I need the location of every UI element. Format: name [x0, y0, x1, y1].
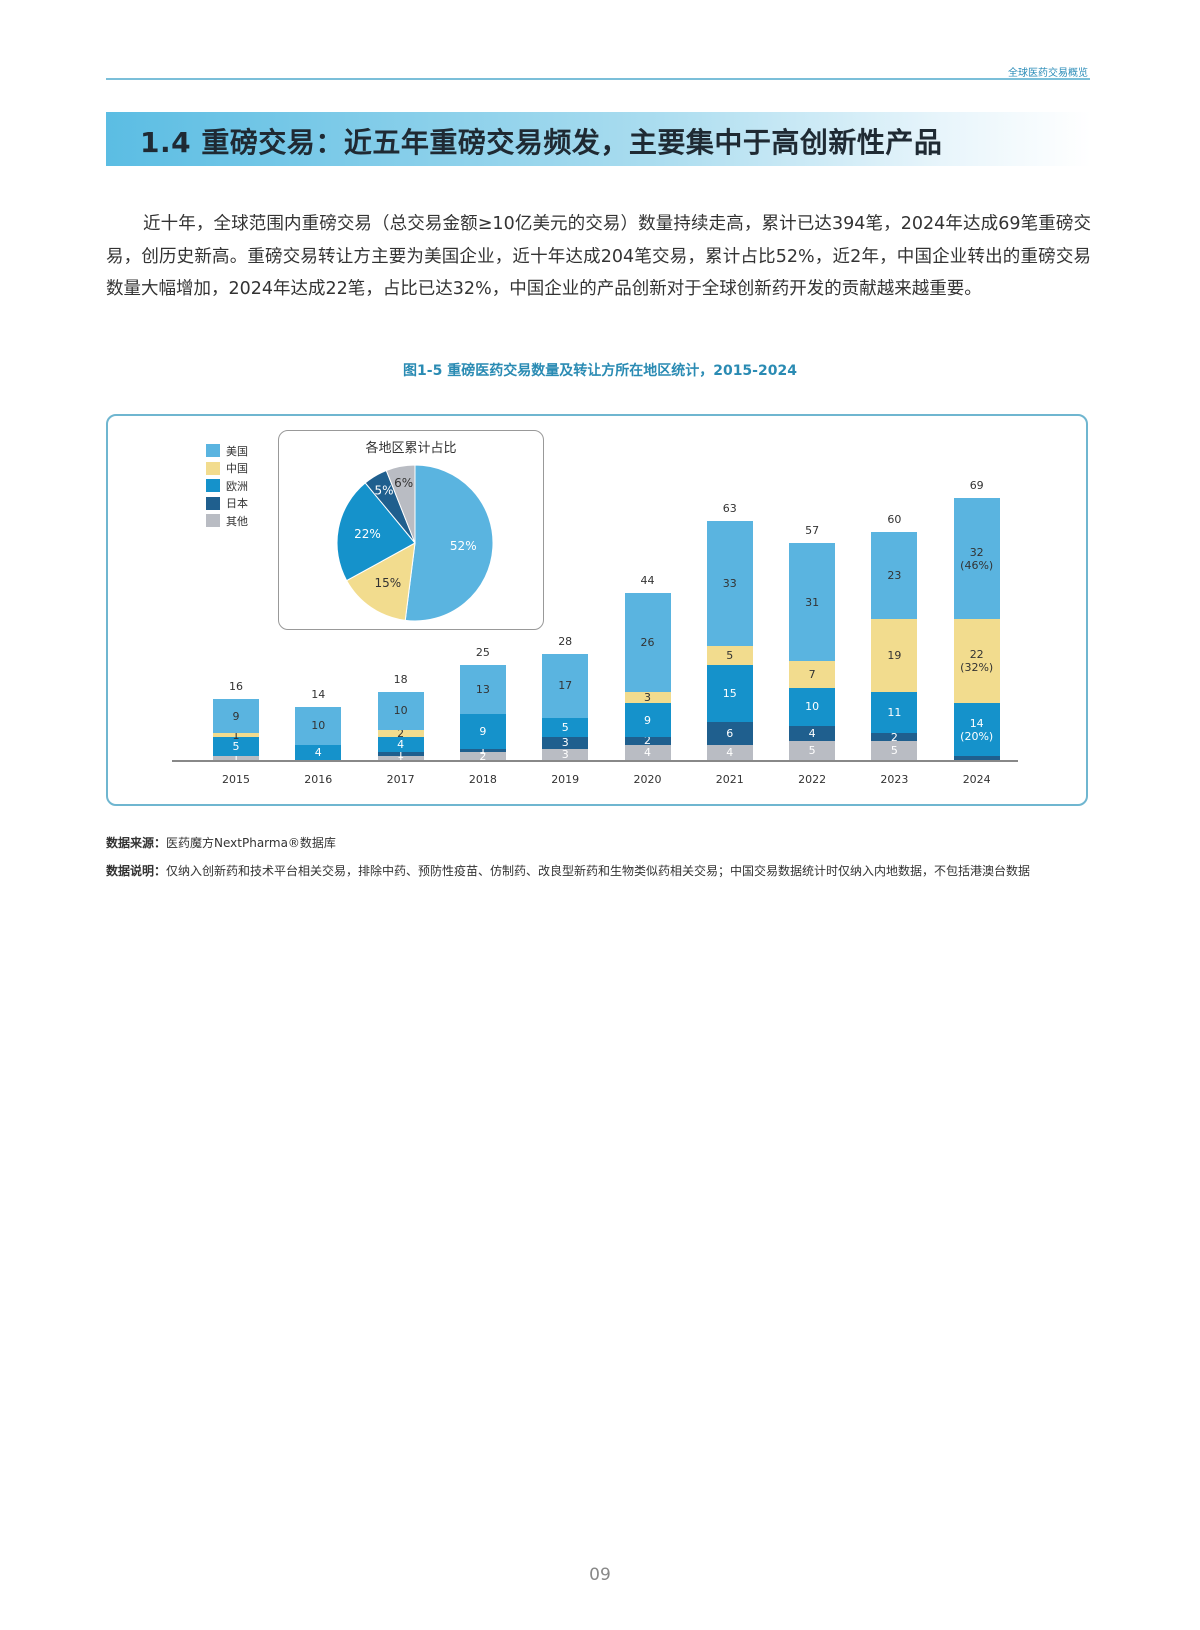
header-divider — [106, 78, 1090, 80]
bar-segment: 11 — [871, 691, 918, 734]
legend-swatch-icon — [206, 479, 220, 493]
x-tick-label: 2020 — [633, 773, 662, 786]
legend-swatch-icon — [206, 496, 220, 510]
bar-segment: 13 — [459, 665, 506, 715]
bar-total-label: 69 — [969, 478, 984, 492]
bar-segment: 4 — [377, 737, 424, 753]
bar-total-label: 16 — [229, 680, 243, 694]
bar-total-label: 63 — [722, 501, 737, 515]
page-number: 09 — [589, 1565, 611, 1585]
bar-total-label: 57 — [805, 524, 820, 538]
x-axis — [172, 760, 1018, 762]
bar-segment: 4 — [295, 744, 342, 760]
pie-slice — [404, 464, 494, 622]
bar-segment: 7 — [789, 661, 836, 688]
bar-segment: 15 — [706, 665, 753, 722]
section-title-banner: 1.4 重磅交易：近五年重磅交易频发，主要集中于高创新性产品 — [106, 112, 1091, 166]
bar-segment: 22 (32%) — [953, 619, 1000, 703]
bar-total-label: 60 — [887, 513, 902, 526]
bar-segment: 26 — [624, 592, 671, 692]
bar-segment: 4 — [706, 744, 753, 760]
bar-segment: 4 — [789, 725, 836, 741]
chart-container — [106, 414, 1088, 806]
bar-segment: 1 — [377, 748, 424, 761]
bar-segment: 2 — [459, 750, 506, 763]
data-source-note: 数据来源：医药魔方NextPharma®数据库 — [106, 836, 336, 850]
bar-segment: 1 — [213, 752, 259, 765]
bar-segment: 5 — [871, 741, 918, 760]
bar-segment: 2 — [871, 731, 918, 744]
bar-segment: 31 — [789, 543, 836, 662]
pie-label: 22% — [354, 527, 381, 541]
bar-total-label: 44 — [640, 573, 655, 587]
bar-segment: 10 — [377, 691, 424, 730]
legend-swatch-icon — [206, 461, 220, 475]
bar-total-label: 14 — [311, 687, 326, 701]
bar-segment: 23 — [871, 532, 918, 620]
bar-segment: 10 — [295, 706, 342, 745]
x-tick-label: 2022 — [798, 773, 827, 786]
chart-legend: 美国 中国 欧洲 日本 其他 — [206, 442, 248, 530]
bar-segment: 9 — [213, 699, 259, 734]
figure-title: 图1-5 重磅医药交易数量及转让方所在地区统计，2015-2024 — [403, 363, 797, 379]
bar-segment: 10 — [789, 687, 836, 726]
bar-segment: 2 — [624, 734, 671, 747]
legend-item: 美国 — [206, 442, 248, 460]
bar-segment: 3 — [624, 691, 671, 704]
bar-segment: 3 — [542, 748, 589, 761]
body-paragraph: 近十年，全球范围内重磅交易（总交易金额≥10亿美元的交易）数量持续走高，累计已达… — [106, 214, 1091, 299]
legend-swatch-icon — [206, 444, 220, 458]
x-tick-label: 2023 — [880, 773, 909, 786]
x-tick-label: 2021 — [715, 773, 744, 786]
bar-segment: 3 — [542, 736, 589, 749]
bar-segment: 33 — [706, 520, 753, 646]
bar-segment: 14 (20%) — [953, 703, 1000, 757]
bar-total-label: 25 — [475, 646, 490, 659]
bar-total-label: 18 — [393, 672, 408, 686]
bar-segment: 5 — [542, 718, 589, 738]
pie-label: 5% — [375, 484, 394, 498]
header-section-label: 全球医药交易概览 — [1008, 68, 1088, 79]
x-tick-label: 2019 — [551, 773, 580, 786]
section-title: 1.4 重磅交易：近五年重磅交易频发，主要集中于高创新性产品 — [140, 126, 943, 159]
x-tick-label: 2018 — [468, 773, 497, 786]
pie-label: 52% — [450, 539, 477, 553]
legend-item: 欧洲 — [206, 477, 248, 495]
bar-segment: 1 — [377, 752, 424, 765]
legend-item: 日本 — [206, 495, 248, 513]
x-tick-label: 2016 — [304, 773, 333, 786]
bar-segment: 5 — [213, 737, 259, 757]
bar-segment: 32 (46%) — [953, 497, 1000, 620]
bar-segment: 17 — [542, 653, 589, 719]
x-tick-label: 2024 — [962, 773, 991, 786]
bar-segment: 6 — [706, 722, 753, 745]
bar-segment: 19 — [871, 619, 918, 692]
bar-segment: 5 — [789, 741, 836, 760]
bar-segment: 2 — [377, 727, 424, 740]
legend-item: 其他 — [206, 512, 248, 530]
x-tick-label: 2015 — [222, 773, 250, 786]
pie-title: 各地区累计占比 — [365, 441, 457, 456]
pie-slice — [336, 482, 416, 582]
pie-slice — [345, 542, 416, 621]
pie-chart: 52% 15% 22% 5%6% — [336, 464, 494, 622]
pie-slice — [385, 464, 416, 544]
bar-segment: 1 — [459, 744, 506, 757]
bar-segment: 1 — [213, 729, 259, 742]
bar-segment: 4 — [624, 744, 671, 760]
pie-label: 15% — [374, 576, 401, 590]
pie-label: 6% — [394, 476, 413, 490]
legend-swatch-icon — [206, 514, 220, 528]
bar-segment: 5 — [706, 646, 753, 665]
pie-inset: 各地区累计占比 52% 15% 22% 5% 6% — [278, 430, 544, 630]
legend-item: 中国 — [206, 460, 248, 478]
data-explanation-note: 数据说明：仅纳入创新药和技术平台相关交易，排除中药、预防性疫苗、仿制药、改良型新… — [106, 864, 1031, 878]
bar-segment: 9 — [459, 714, 506, 749]
bar-segment: 9 — [624, 703, 671, 738]
bar-total-label: 28 — [558, 634, 573, 648]
x-tick-label: 2017 — [386, 773, 415, 786]
